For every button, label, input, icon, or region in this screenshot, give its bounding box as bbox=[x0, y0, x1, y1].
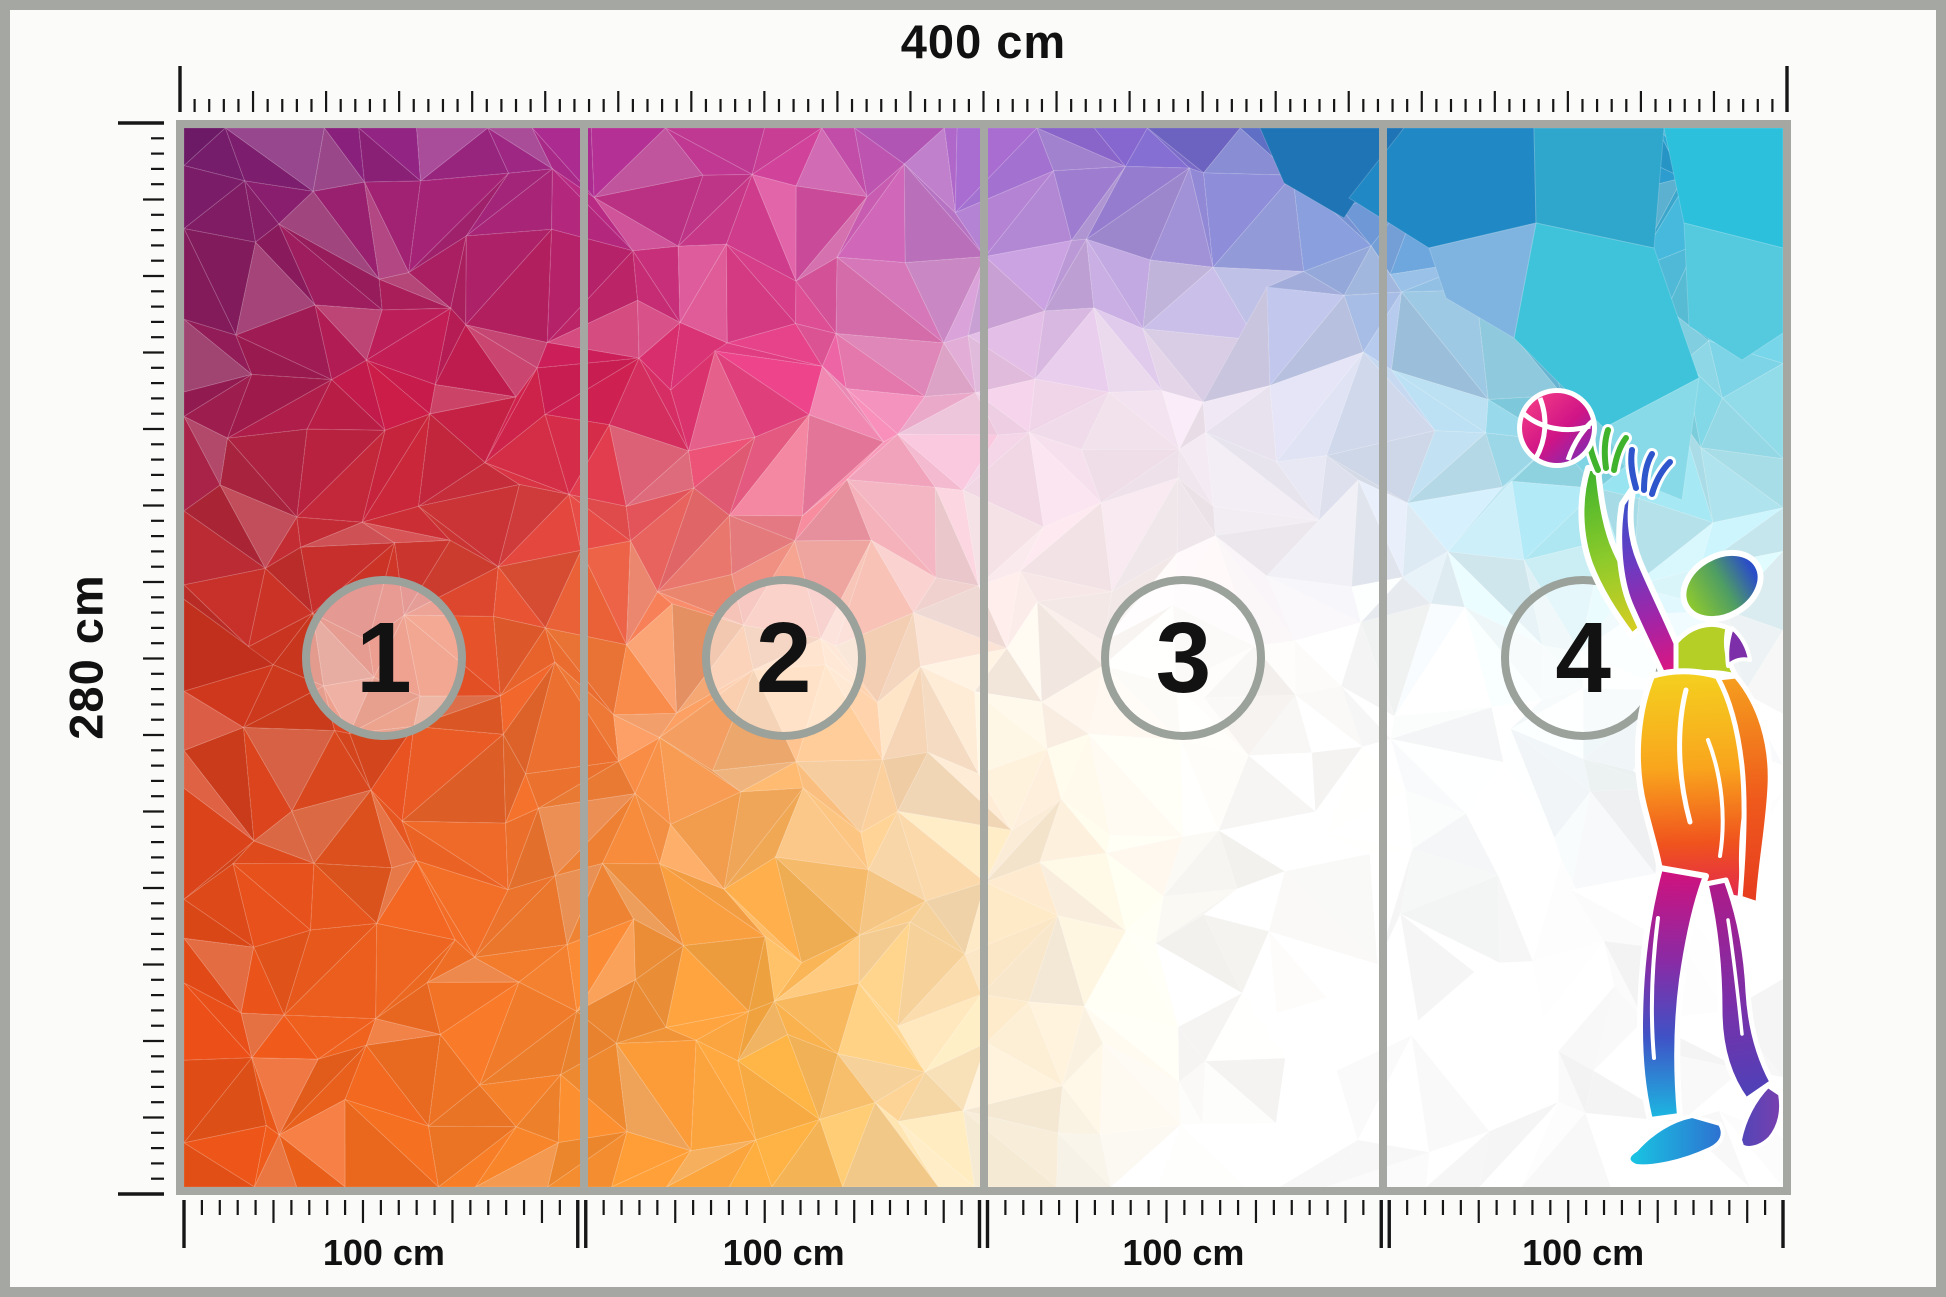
top-ruler bbox=[178, 66, 1789, 112]
panel-number-badge: 2 bbox=[701, 576, 866, 740]
panel-divider bbox=[1379, 128, 1388, 1187]
polygon-art-background bbox=[184, 128, 1783, 1187]
panel-width-label: 100 cm bbox=[322, 1232, 445, 1273]
panel-width-label: 100 cm bbox=[1122, 1232, 1245, 1273]
panel-number: 1 bbox=[356, 602, 412, 714]
panel-divider bbox=[979, 128, 988, 1187]
wall-mural-preview: 1 2 3 4 bbox=[176, 120, 1791, 1195]
mural-art-area: 1 2 3 4 bbox=[184, 128, 1783, 1187]
panel-width-labels: 100 cm 100 cm 100 cm 100 cm bbox=[184, 1232, 1783, 1274]
panel-number: 2 bbox=[755, 602, 812, 714]
panel-number: 4 bbox=[1555, 602, 1611, 714]
left-ruler bbox=[118, 121, 164, 1196]
total-width-label: 400 cm bbox=[900, 15, 1067, 68]
panel-width-label: 100 cm bbox=[1522, 1232, 1645, 1273]
panel-number-badge: 1 bbox=[301, 576, 466, 740]
panel-number-badge: 4 bbox=[1501, 576, 1666, 740]
panel-width-label: 100 cm bbox=[722, 1232, 845, 1273]
panel-number: 3 bbox=[1155, 602, 1212, 714]
total-height-label: 280 cm bbox=[59, 574, 113, 740]
bottom-ruler bbox=[182, 1200, 1785, 1248]
panel-number-badge: 3 bbox=[1101, 576, 1266, 740]
mesh-triangles bbox=[184, 128, 1783, 1187]
panel-divider bbox=[579, 128, 588, 1187]
